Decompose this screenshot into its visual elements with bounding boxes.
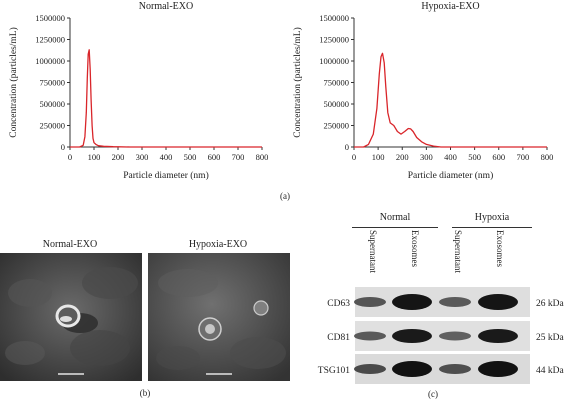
- y-tick-label-normal-6: 1500000: [35, 13, 65, 23]
- series-line-normal: [70, 50, 262, 147]
- blot-group-normal: Normal: [352, 212, 438, 223]
- tem-image-normal: [0, 253, 142, 381]
- x-tick-label-hypoxia-8: 800: [541, 152, 554, 162]
- y-axis-label-hypoxia: Concentration (particles/mL): [292, 27, 303, 138]
- y-tick-label-hypoxia-3: 750000: [324, 78, 350, 88]
- y-axis-label-normal: Concentration (particles/mL): [8, 27, 19, 138]
- y-tick-label-hypoxia-6: 1500000: [319, 13, 349, 23]
- size-tsg101: 44 kDa: [536, 366, 564, 376]
- series-line-hypoxia: [354, 53, 547, 147]
- y-tick-label-normal-0: 0: [61, 142, 65, 152]
- blot-group-hypoxia: Hypoxia: [452, 212, 532, 223]
- y-tick-label-normal-2: 500000: [40, 99, 66, 109]
- y-tick-label-hypoxia-1: 250000: [324, 121, 350, 131]
- tem-image-hypoxia: [148, 253, 290, 381]
- protein-cd81: CD81: [327, 333, 350, 343]
- band-cd81-lane3: [439, 332, 471, 341]
- chart-hypoxia-exo: Hypoxia-EXO 0 250000 500000 750000 1000000 125…: [292, 1, 553, 181]
- y-tick-label-normal-4: 1000000: [35, 56, 65, 66]
- x-tick-label-normal-0: 0: [68, 152, 72, 162]
- x-tick-label-normal-5: 500: [184, 152, 197, 162]
- x-tick-label-hypoxia-4: 400: [444, 152, 457, 162]
- x-tick-label-hypoxia-1: 100: [372, 152, 385, 162]
- blot-row-tsg101: [354, 354, 530, 384]
- x-tick-label-normal-6: 600: [208, 152, 221, 162]
- chart-title-normal: Normal-EXO: [139, 1, 193, 12]
- panel-a: Normal-EXO025000050000075000010000001250…: [0, 0, 569, 200]
- lane-label-1: Supernatant: [368, 230, 378, 273]
- tem-normal-title: Normal-EXO: [0, 239, 140, 250]
- x-tick-label-hypoxia-2: 200: [396, 152, 409, 162]
- band-cd63-lane4: [478, 294, 518, 310]
- band-tsg101-lane4: [478, 361, 518, 377]
- panel-c: Supernatant Exosomes Supernatant Exosome…: [300, 228, 569, 404]
- band-cd63-lane3: [439, 297, 471, 307]
- x-tick-label-normal-2: 200: [112, 152, 125, 162]
- y-tick-label-hypoxia-2: 500000: [324, 99, 350, 109]
- panel-label-c: (c): [418, 389, 448, 399]
- y-tick-label-normal-1: 250000: [40, 121, 66, 131]
- x-axis-label-normal: Particle diameter (nm): [123, 170, 208, 181]
- x-tick-label-normal-1: 100: [88, 152, 101, 162]
- lane-label-3: Supernatant: [453, 230, 463, 273]
- chart-normal-exo: Normal-EXO 0 250000 500000 750000 1000000 1250…: [8, 1, 268, 181]
- band-cd81-lane2: [392, 329, 432, 343]
- y-tick-label-hypoxia-5: 1250000: [319, 35, 349, 45]
- y-tick-label-normal-3: 750000: [40, 78, 66, 88]
- band-cd63-lane2: [392, 294, 432, 310]
- x-tick-label-normal-8: 800: [256, 152, 269, 162]
- lane-label-4: Exosomes: [495, 230, 505, 267]
- chart-title-hypoxia: Hypoxia-EXO: [421, 1, 479, 12]
- y-tick-label-hypoxia-0: 0: [345, 142, 349, 152]
- y-tick-label-normal-5: 1250000: [35, 35, 65, 45]
- x-tick-label-hypoxia-7: 700: [517, 152, 530, 162]
- tem-hypoxia-title: Hypoxia-EXO: [148, 239, 288, 250]
- x-tick-label-normal-4: 400: [160, 152, 173, 162]
- x-tick-label-hypoxia-5: 500: [468, 152, 481, 162]
- lane-label-2: Exosomes: [410, 230, 420, 267]
- x-axis-label-hypoxia: Particle diameter (nm): [408, 170, 493, 181]
- band-tsg101-lane2: [392, 361, 432, 377]
- x-tick-label-normal-7: 700: [232, 152, 245, 162]
- band-cd81-lane4: [478, 329, 518, 343]
- protein-tsg101: TSG101: [318, 366, 350, 376]
- band-tsg101-lane3: [439, 364, 471, 374]
- band-cd81-lane1: [354, 332, 386, 341]
- x-tick-label-hypoxia-0: 0: [352, 152, 356, 162]
- x-tick-label-hypoxia-6: 600: [492, 152, 505, 162]
- panel-label-b: (b): [130, 388, 160, 398]
- x-tick-label-hypoxia-3: 300: [420, 152, 433, 162]
- panel-label-a: (a): [270, 191, 300, 201]
- protein-cd63: CD63: [327, 299, 350, 309]
- y-tick-label-hypoxia-4: 1000000: [319, 56, 349, 66]
- blot-row-cd63: [354, 287, 530, 317]
- band-cd63-lane1: [354, 297, 386, 307]
- x-tick-label-normal-3: 300: [136, 152, 149, 162]
- blot-row-cd81: [354, 321, 530, 351]
- band-tsg101-lane1: [354, 364, 386, 374]
- size-cd81: 25 kDa: [536, 333, 564, 343]
- size-cd63: 26 kDa: [536, 299, 564, 309]
